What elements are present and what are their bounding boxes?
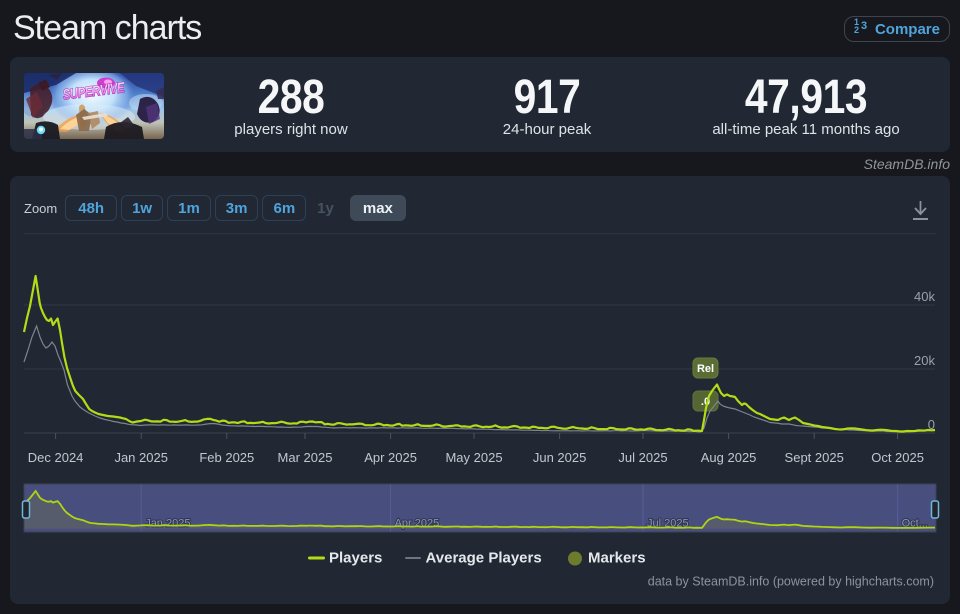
svg-text:Jan 2025: Jan 2025 <box>145 518 190 530</box>
svg-text:Apr 2025: Apr 2025 <box>364 450 417 465</box>
svg-text:20k: 20k <box>914 353 935 368</box>
svg-text:Jan 2025: Jan 2025 <box>114 450 168 465</box>
svg-text:data by SteamDB.info (powered: data by SteamDB.info (powered by highcha… <box>648 575 934 589</box>
svg-text:Players: Players <box>329 550 382 567</box>
svg-text:Mar 2025: Mar 2025 <box>278 450 333 465</box>
svg-text:0: 0 <box>928 417 935 432</box>
svg-text:Jun 2025: Jun 2025 <box>533 450 587 465</box>
svg-text:Rel: Rel <box>697 363 714 375</box>
svg-text:Dec 2024: Dec 2024 <box>28 450 84 465</box>
svg-text:Average Players: Average Players <box>426 550 542 567</box>
svg-text:May 2025: May 2025 <box>445 450 502 465</box>
svg-text:.0: .0 <box>701 396 710 408</box>
svg-text:Sept 2025: Sept 2025 <box>785 450 844 465</box>
svg-text:Aug 2025: Aug 2025 <box>701 450 757 465</box>
svg-text:Markers: Markers <box>588 550 646 567</box>
svg-text:Jul 2025: Jul 2025 <box>618 450 667 465</box>
svg-text:40k: 40k <box>914 289 935 304</box>
svg-text:Oct 2025: Oct 2025 <box>871 450 924 465</box>
svg-text:Feb 2025: Feb 2025 <box>199 450 254 465</box>
svg-text:Apr 2025: Apr 2025 <box>395 518 440 530</box>
